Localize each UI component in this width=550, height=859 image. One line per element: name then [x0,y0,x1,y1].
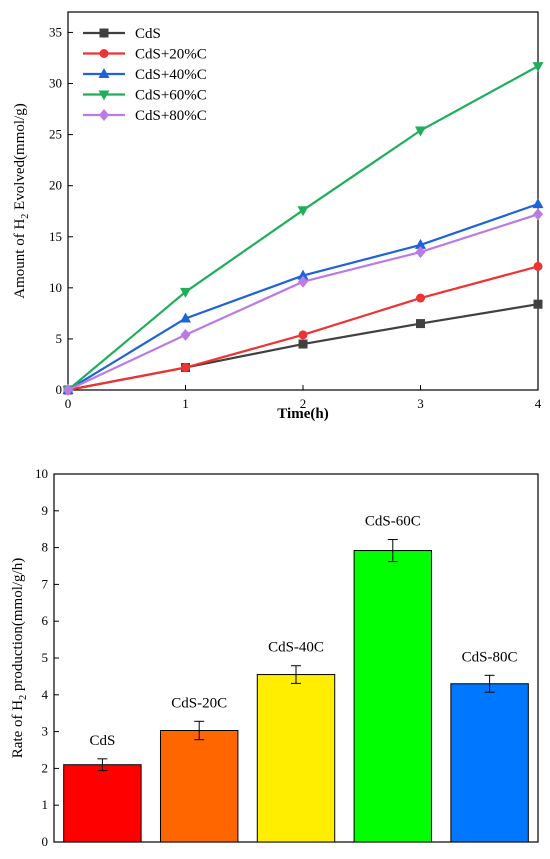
series-point [532,62,544,73]
line-legend: CdS CdS+20%C CdS+40%C CdS+60%C CdS+80%C [83,26,207,124]
series-point [298,339,308,349]
bar-category-label: CdS-40C [268,640,324,656]
bar [159,729,239,843]
legend-label: CdS+80%C [135,108,207,124]
line-y-tick-label: 20 [49,178,62,193]
series-point [415,238,426,249]
legend-label: CdS+20%C [135,47,207,63]
line-chart: 0 5 10 15 20 25 30 35 0 1 2 3 4 CdS CdS+20%C CdS+40%C… [12,11,544,422]
series-point [181,363,190,373]
bar-y-tick-label: 2 [42,760,49,775]
series-point [297,206,309,217]
bar-category-label: CdS-20C [171,695,227,711]
line-y-axis-title-subscript: 2 [20,214,31,219]
bar-y-tick-label: 7 [42,576,49,591]
legend-label: CdS+40%C [135,67,207,83]
line-x-tick-label: 4 [535,396,542,411]
series-point [415,246,426,259]
series-point [416,293,425,303]
series-point [180,312,191,323]
line-y-tick-label: 30 [49,76,62,91]
series-point [180,328,191,341]
series-point [63,384,73,396]
line-x-tick-label: 3 [417,396,424,411]
bar-y-tick-label: 4 [42,687,49,702]
line-y-tick-label: 35 [49,24,62,39]
bar-category-label: CdS-80C [462,649,518,665]
line-x-tick-label: 0 [65,396,72,411]
bar-y-tick-label: 8 [42,540,49,555]
bar [353,550,433,843]
line-x-ticks: 0 1 2 3 4 [65,385,542,411]
bar-category-label: CdS-60C [365,514,421,530]
bar-y-ticks: 0 1 2 3 4 5 6 7 8 9 10 [35,466,59,849]
series-point [532,198,544,209]
legend-label: CdS [135,26,161,42]
bar-category-label: CdS [89,733,115,749]
bar-y-tick-label: 1 [42,797,49,812]
series-point [297,269,309,280]
series-line [67,203,539,391]
series-point [416,319,425,329]
legend-marker [98,90,110,101]
legend-marker [98,68,110,78]
series-point [533,299,543,309]
legend-marker [99,28,109,38]
bar-group: CdS CdS-20C CdS-40C CdS-60C CdS-80C [63,514,529,843]
line-x-axis-title: Time(h) [277,406,328,422]
line-y-tick-label: 10 [49,280,62,295]
line-y-tick-label: 5 [56,331,63,346]
bar-y-axis-title-subscript: 2 [18,695,29,700]
bar-y-axis-title-part1: Rate of H [10,700,26,758]
series-point [415,126,426,137]
bar-y-tick-label: 10 [35,466,48,481]
series-point [533,261,543,271]
series-point [533,208,543,221]
line-y-axis-title-part2: Evolved(mmol/g) [12,103,28,213]
bar-y-axis-title: Rate of H2 production(mmol/g/h) [10,558,29,758]
bar [63,764,142,843]
line-y-tick-label: 25 [49,127,62,142]
legend-marker [99,109,109,121]
line-x-tick-label: 2 [300,396,307,411]
series-point [298,330,308,340]
bar-y-tick-label: 3 [42,724,49,739]
line-y-axis-title: Amount of H2 Evolved(mmol/g) [12,103,31,298]
line-y-axis-title-part1: Amount of H [12,219,28,299]
bar-y-axis-title-part2: production(mmol/g/h) [10,558,26,695]
line-y-tick-label: 0 [56,382,63,397]
bar [450,683,529,843]
line-y-tick-label: 15 [49,229,62,244]
legend-label: CdS+60%C [135,88,207,104]
series-point [180,287,191,298]
line-x-tick-label: 1 [182,396,189,411]
line-series-group [62,62,544,396]
bar-y-tick-label: 6 [42,613,49,628]
bar-y-tick-label: 5 [42,650,49,665]
bar-y-tick-label: 9 [42,503,49,518]
bar-y-tick-label: 0 [42,834,49,849]
legend-marker [99,49,109,58]
series-point [298,275,308,288]
series-line [67,213,539,391]
bar [256,674,336,843]
line-y-ticks: 0 5 10 15 20 25 30 35 [49,24,73,397]
